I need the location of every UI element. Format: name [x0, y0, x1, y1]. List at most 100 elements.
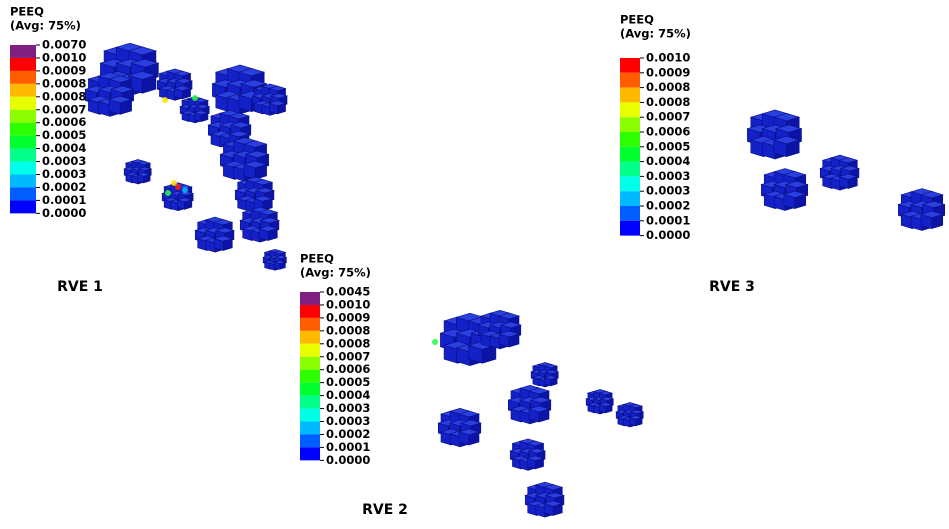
voxel-right — [786, 139, 800, 158]
legend-band — [10, 109, 36, 123]
legend-band — [620, 117, 640, 132]
voxel-right — [222, 238, 233, 251]
legend-label: 0.0006 — [42, 115, 86, 129]
legend-band — [10, 148, 36, 162]
voxel-right — [279, 261, 286, 270]
legend-title: PEEQ — [10, 5, 44, 19]
legend-label: 0.0002 — [42, 180, 86, 194]
legend-label: 0.0008 — [646, 95, 690, 109]
legend-band — [10, 187, 36, 201]
legend-label: 0.0001 — [326, 440, 370, 454]
legend-label: 0.0000 — [646, 228, 690, 242]
legend-label: 0.0008 — [42, 89, 86, 103]
legend-label: 0.0000 — [326, 453, 370, 467]
legend-label: 0.0005 — [42, 128, 86, 142]
legend-band — [620, 102, 640, 118]
voxel-renderings — [84, 42, 946, 518]
hot-spot — [175, 184, 181, 190]
legend-band — [300, 330, 320, 344]
legend-subtitle: (Avg: 75%) — [620, 27, 691, 41]
legend-label: 0.0003 — [42, 167, 86, 181]
legend-band — [10, 161, 36, 175]
voxel-right — [508, 333, 520, 348]
caption: RVE 1 — [57, 279, 103, 295]
legend-label: 0.0008 — [326, 323, 370, 337]
voxel-right — [184, 199, 193, 210]
legend-band — [620, 87, 640, 103]
legend-band — [10, 122, 36, 136]
legend-label: 0.0045 — [326, 285, 370, 299]
legend-label: 0.0009 — [646, 65, 690, 79]
legend-band — [10, 96, 36, 110]
hot-spot — [432, 339, 438, 345]
legend-band — [300, 447, 320, 461]
voxel-right — [794, 193, 807, 209]
legend-band — [300, 395, 320, 409]
legend-label: 0.0003 — [42, 154, 86, 168]
legend-band — [620, 132, 640, 147]
legend-label: 0.0001 — [42, 193, 86, 207]
legend-band — [620, 220, 640, 236]
voxel-right — [267, 228, 278, 241]
voxel-right — [182, 87, 191, 100]
legend-label: 0.0006 — [326, 362, 370, 376]
voxel-right — [847, 176, 858, 189]
legend-label: 0.0008 — [42, 76, 86, 90]
legend-label: 0.0070 — [42, 38, 86, 52]
legend-band — [300, 292, 320, 305]
legend-band — [620, 191, 640, 206]
hot-spot — [192, 95, 198, 101]
legend-label: 0.0002 — [326, 427, 370, 441]
legend-band — [10, 174, 36, 188]
voxel-right — [550, 377, 558, 387]
voxel-right — [143, 174, 151, 184]
legend-label: 0.0010 — [326, 297, 370, 311]
legend-label: 0.0003 — [326, 401, 370, 415]
legend-label: 0.0005 — [646, 139, 690, 153]
voxel-right — [254, 164, 267, 180]
voxel-right — [262, 198, 273, 211]
legend-label: 0.0002 — [646, 199, 690, 213]
legend-band — [620, 72, 640, 88]
legend-band — [620, 161, 640, 177]
legend-label: 0.0010 — [42, 50, 86, 64]
voxel-right — [535, 457, 544, 470]
legend-label: 0.0004 — [646, 154, 690, 168]
voxel-right — [931, 213, 944, 229]
hot-spot — [165, 190, 171, 196]
legend-subtitle: (Avg: 75%) — [10, 19, 81, 33]
legend-label: 0.0004 — [42, 141, 86, 155]
legend-band — [300, 304, 320, 318]
voxel-right — [119, 99, 132, 115]
legend-band — [620, 146, 640, 162]
legend-band — [620, 176, 640, 192]
legend-label: 0.0007 — [326, 349, 370, 363]
legend-band — [300, 421, 320, 435]
legend-band — [10, 57, 36, 71]
legend-label: 0.0003 — [646, 184, 690, 198]
voxel-right — [200, 112, 209, 122]
legend-label: 0.0008 — [326, 336, 370, 350]
voxel-right — [552, 503, 563, 516]
legend-label: 0.0000 — [42, 206, 86, 220]
legend-band — [300, 356, 320, 370]
legend-band — [300, 369, 320, 383]
voxel-right — [141, 75, 157, 94]
caption: RVE 3 — [709, 279, 755, 295]
legend-label: 0.0007 — [42, 102, 86, 116]
legend-band — [10, 200, 36, 214]
legend-title: PEEQ — [300, 252, 334, 266]
legend-label: 0.0006 — [646, 125, 690, 139]
legends: PEEQ(Avg: 75%)0.00700.00100.00090.00080.… — [10, 5, 755, 518]
hot-spot — [182, 187, 188, 193]
legend-label: 0.0007 — [646, 110, 690, 124]
legend-band — [10, 45, 36, 58]
legend-label: 0.0009 — [326, 310, 370, 324]
voxel-right — [277, 102, 286, 115]
legend-band — [300, 382, 320, 396]
legend-title: PEEQ — [620, 13, 654, 27]
legend-label: 0.0005 — [326, 375, 370, 389]
hot-spot — [171, 180, 177, 186]
legend-band — [10, 83, 36, 97]
